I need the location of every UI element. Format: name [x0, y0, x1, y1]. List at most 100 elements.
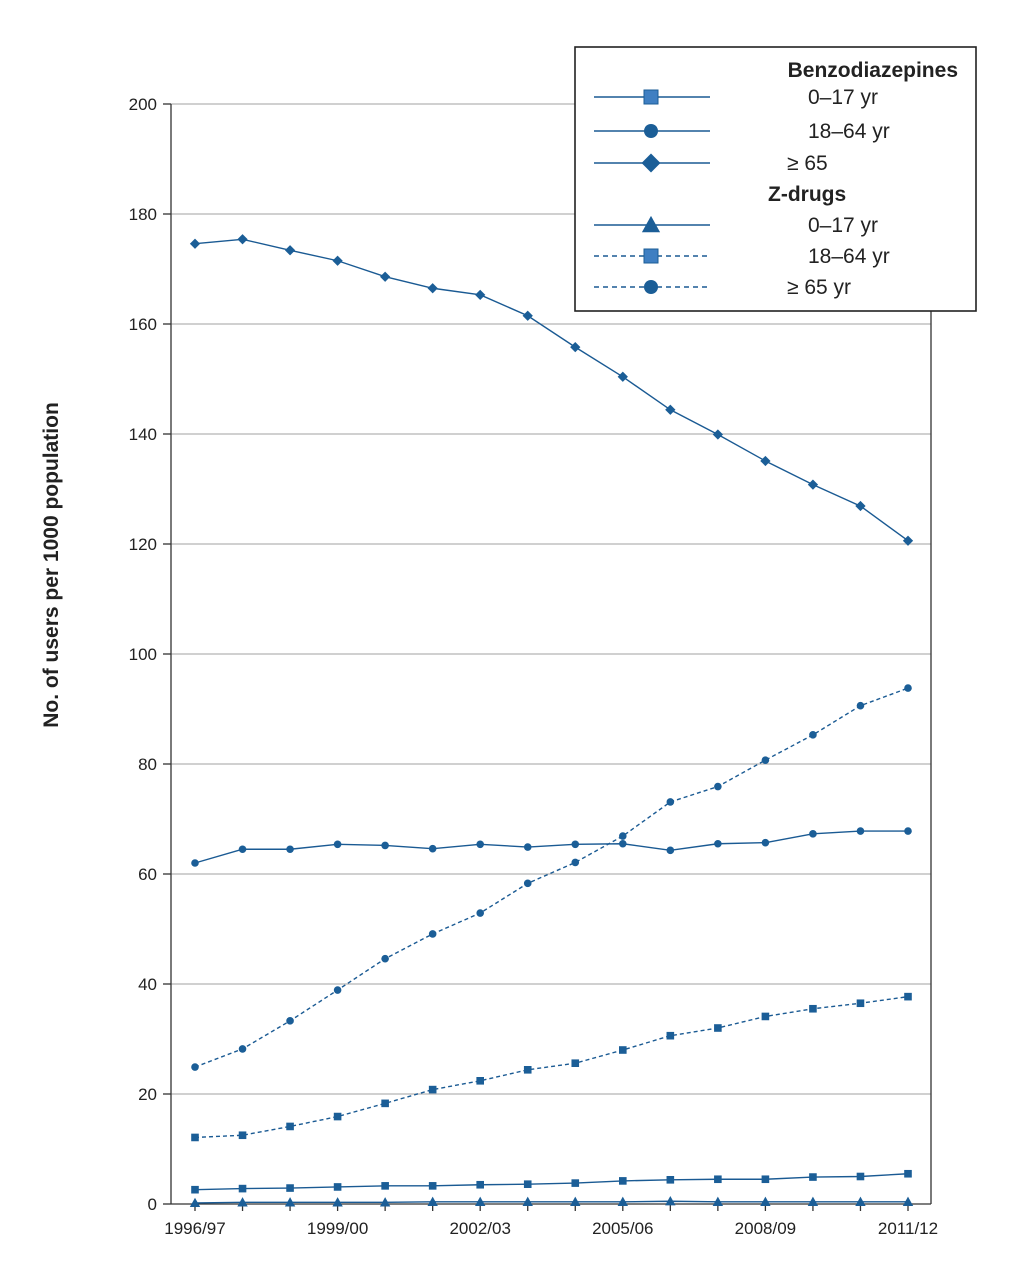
data-point	[476, 1180, 484, 1189]
data-point	[191, 1063, 199, 1071]
y-tick-label: 200	[129, 95, 157, 114]
data-point	[332, 1197, 343, 1207]
y-tick-label: 0	[148, 1195, 157, 1214]
series-line	[194, 995, 909, 1139]
data-point	[191, 1185, 199, 1194]
series-benzodiazepines-2	[189, 234, 914, 546]
data-point	[571, 1179, 580, 1187]
data-point	[332, 255, 343, 266]
data-point	[665, 1196, 676, 1206]
data-point	[427, 283, 438, 294]
series-benzodiazepines-0	[191, 1169, 912, 1194]
data-point	[571, 840, 580, 849]
data-point	[381, 954, 389, 963]
data-point	[428, 1085, 437, 1094]
data-point	[522, 310, 533, 321]
data-point	[761, 756, 770, 764]
data-point	[286, 845, 294, 854]
data-point	[333, 1183, 342, 1191]
data-point	[475, 289, 486, 300]
data-point	[617, 1196, 628, 1206]
data-point	[904, 992, 912, 1001]
data-point	[809, 731, 817, 739]
legend-marker-triangle	[641, 215, 661, 233]
data-point	[760, 1196, 771, 1206]
legend-heading: Benzodiazepines	[788, 59, 958, 82]
legend-label: 0–17 yr	[808, 214, 878, 237]
data-point	[855, 1196, 866, 1206]
legend: Benzodiazepines 0–17 yr 18–64 yr ≥ 65 Z-drug…	[574, 46, 977, 312]
x-tick-label: 2008/09	[735, 1219, 796, 1238]
data-point	[189, 238, 201, 249]
data-point	[666, 798, 675, 806]
data-point	[379, 1197, 391, 1207]
data-point	[617, 371, 628, 382]
legend-marker-square	[643, 248, 659, 264]
data-point	[238, 1045, 247, 1053]
series-lines	[189, 234, 914, 1208]
data-point	[381, 1182, 389, 1190]
data-point	[761, 1012, 770, 1021]
data-point	[807, 479, 819, 490]
data-point	[428, 930, 437, 938]
data-point	[809, 1004, 817, 1013]
data-point	[714, 1024, 722, 1032]
series-z-drugs-5	[191, 684, 912, 1071]
data-point	[856, 701, 865, 710]
data-point	[523, 1066, 532, 1074]
data-point	[284, 245, 296, 256]
legend-marker-circle	[644, 124, 658, 138]
data-point	[619, 1177, 627, 1185]
data-point	[856, 827, 865, 835]
data-point	[286, 1017, 294, 1025]
data-point	[237, 234, 248, 245]
data-point	[619, 839, 627, 848]
data-point	[904, 1169, 912, 1178]
legend-marker-square	[643, 89, 659, 105]
data-point	[476, 909, 485, 917]
x-tick-label: 2005/06	[592, 1219, 653, 1238]
data-point	[333, 1112, 342, 1121]
legend-heading: Z-drugs	[768, 183, 846, 206]
y-tick-label: 140	[129, 425, 157, 444]
data-point	[427, 1196, 438, 1206]
data-point	[381, 841, 389, 850]
data-point	[571, 1059, 580, 1067]
data-point	[333, 986, 342, 994]
y-axis-label: No. of users per 1000 population	[40, 402, 63, 728]
data-point	[286, 1122, 294, 1131]
legend-label: ≥ 65 yr	[787, 276, 851, 299]
data-point	[238, 1131, 247, 1140]
x-tick-label: 1999/00	[307, 1219, 368, 1238]
data-point	[286, 1184, 294, 1192]
data-point	[428, 1182, 437, 1190]
data-point	[191, 859, 199, 867]
data-point	[807, 1196, 819, 1206]
legend-label: ≥ 65	[787, 152, 828, 175]
x-tick-label: 1996/97	[164, 1219, 225, 1238]
series-line	[194, 1200, 908, 1204]
data-point	[619, 1046, 627, 1054]
data-point	[904, 827, 912, 835]
data-point	[666, 1031, 675, 1040]
data-point	[666, 846, 675, 855]
data-point	[523, 843, 532, 851]
series-z-drugs-3	[189, 1196, 914, 1208]
y-tick-label: 160	[129, 315, 157, 334]
series-z-drugs-4	[191, 992, 912, 1142]
data-point	[856, 1172, 865, 1181]
legend-label: 18–64 yr	[808, 245, 890, 268]
data-point	[760, 455, 771, 467]
series-benzodiazepines-1	[191, 827, 912, 867]
data-point	[571, 858, 580, 867]
data-point	[476, 840, 485, 849]
data-point	[238, 845, 247, 854]
y-tick-label: 40	[138, 975, 157, 994]
legend-box	[574, 46, 977, 312]
data-point	[191, 1133, 199, 1142]
data-point	[712, 1196, 724, 1206]
data-point	[522, 1196, 533, 1206]
y-tick-label: 60	[138, 865, 157, 884]
data-point	[380, 271, 391, 282]
